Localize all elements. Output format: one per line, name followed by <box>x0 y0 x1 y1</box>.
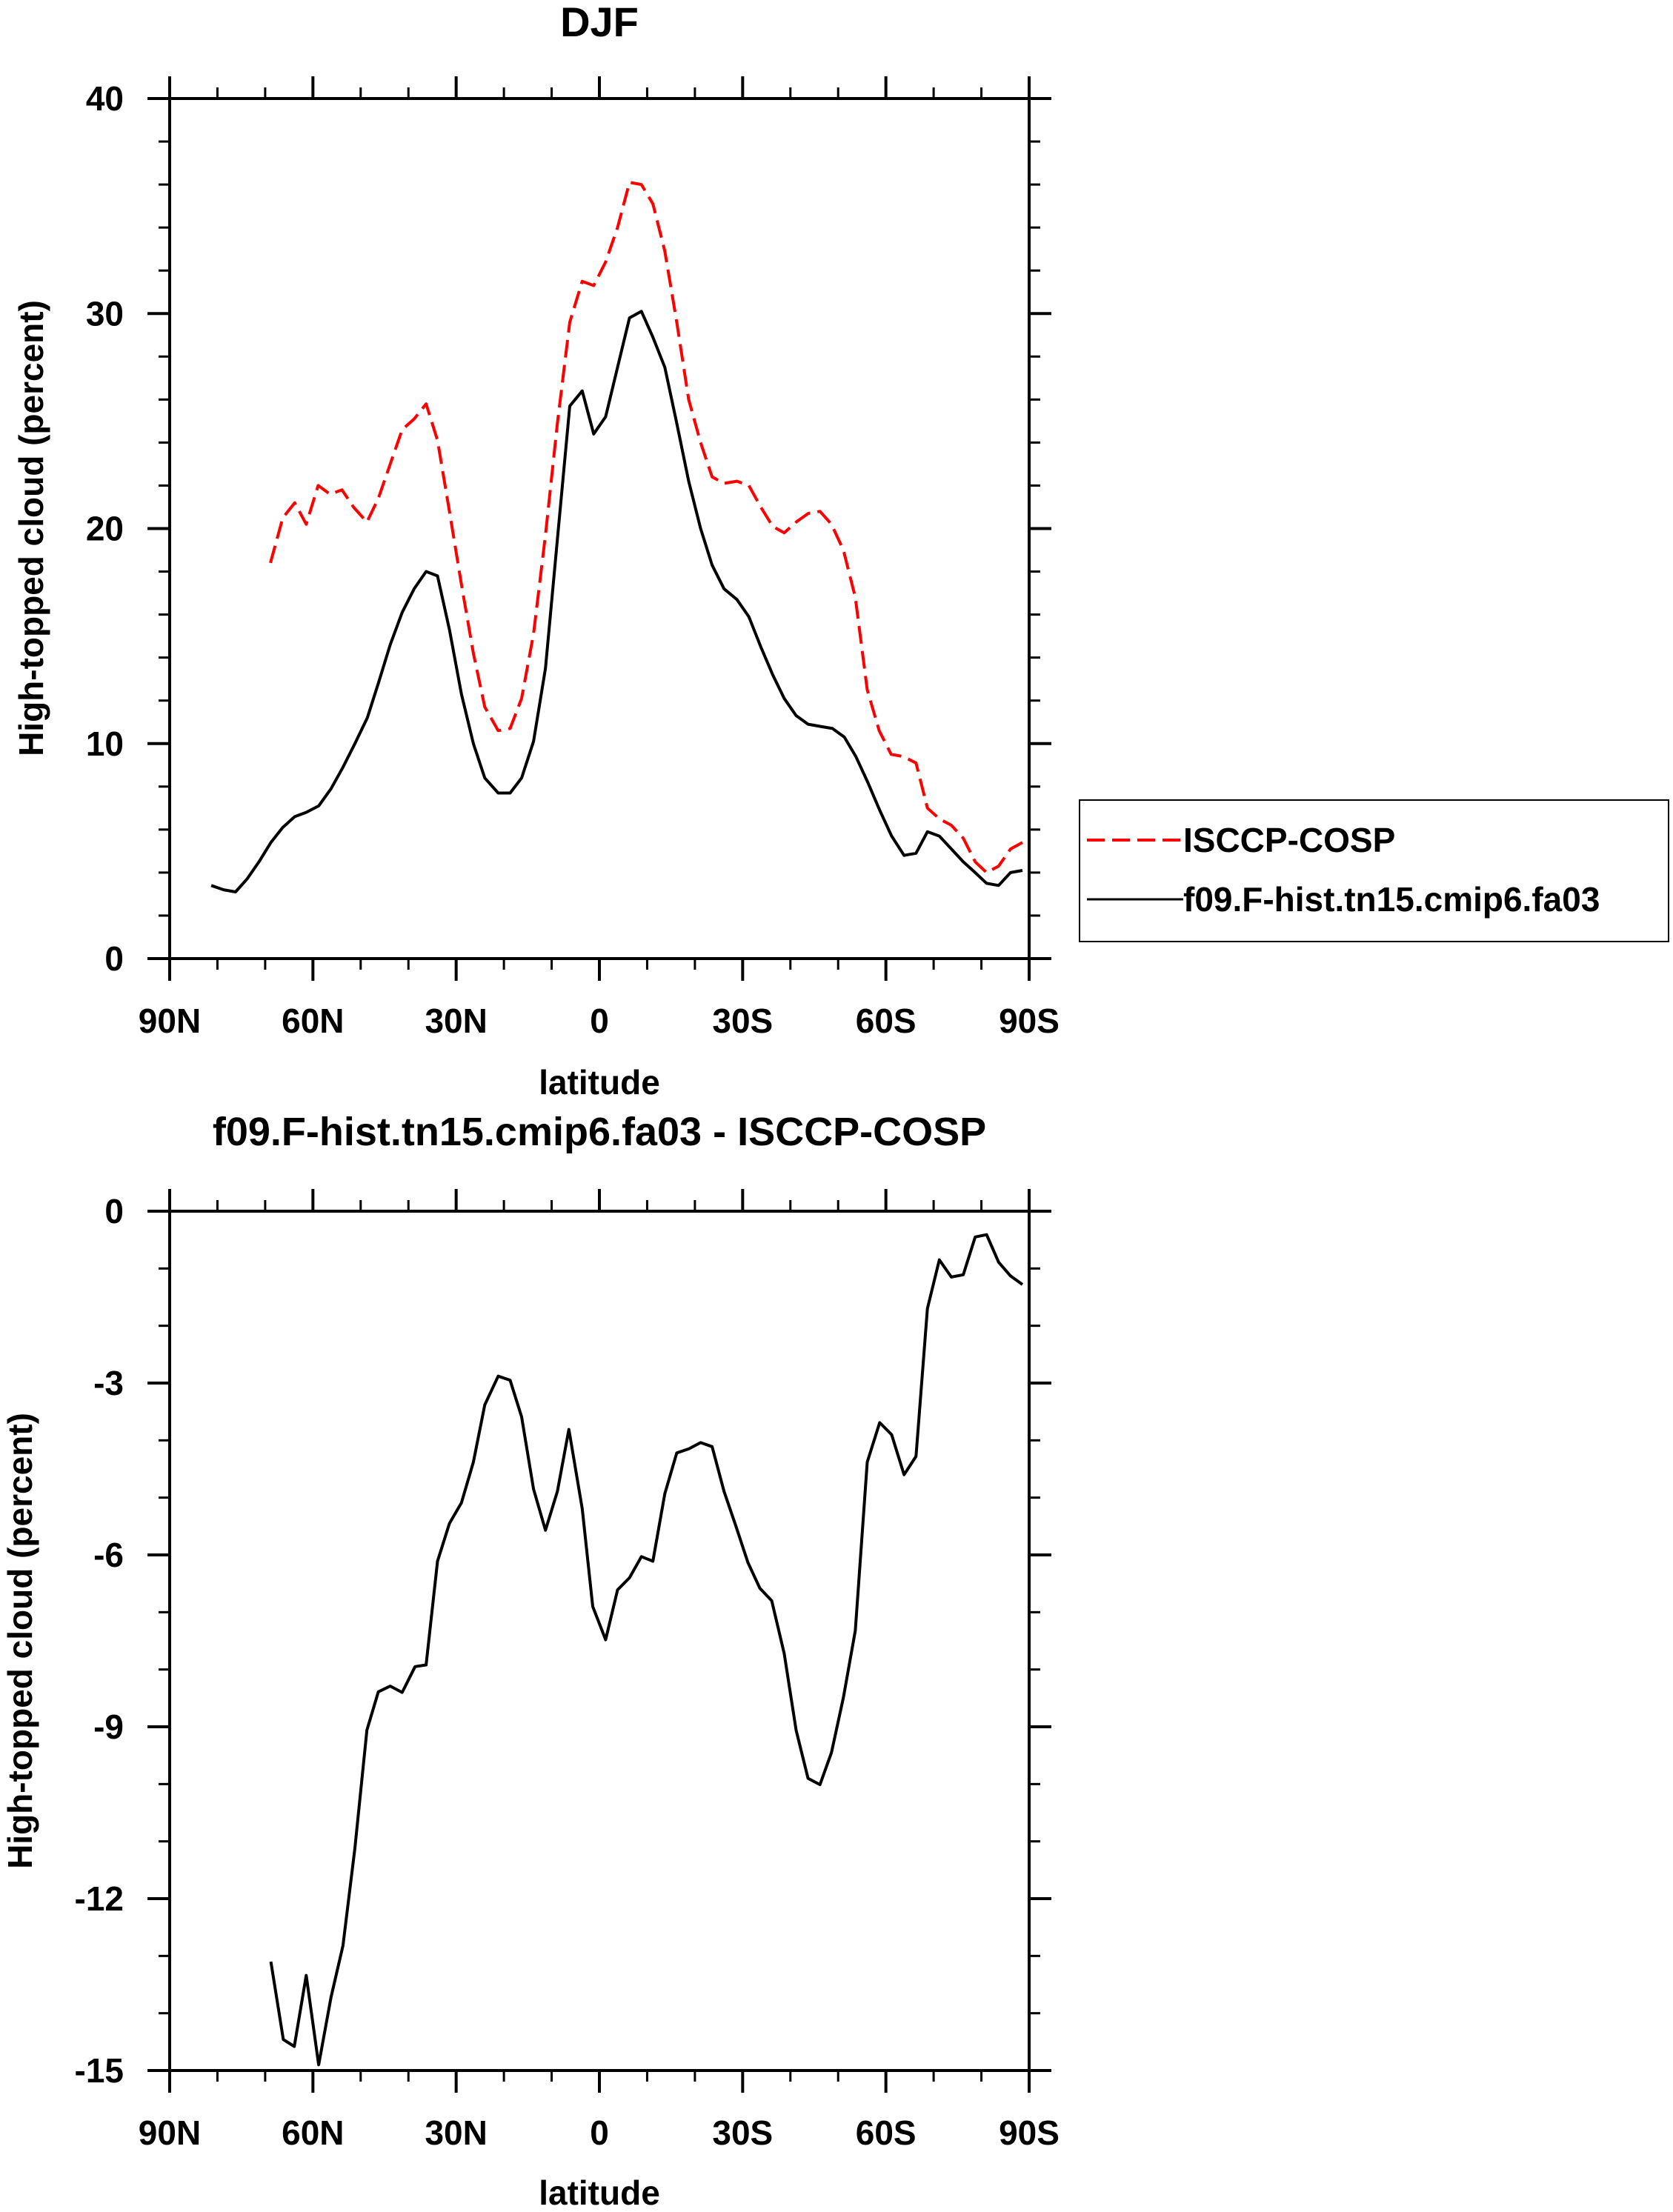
x-tick-label: 30S <box>712 1002 773 1040</box>
y-tick-label: 40 <box>86 79 124 118</box>
x-tick-label: 90N <box>139 2113 201 2152</box>
series-line-difference <box>269 1233 1024 2067</box>
y-tick-label: 10 <box>86 724 124 763</box>
y-tick-label: -15 <box>75 2051 124 2090</box>
y-tick-label: -9 <box>93 1708 124 1746</box>
y-tick-label: 20 <box>86 510 124 548</box>
x-tick-label: 90S <box>999 2113 1060 2152</box>
legend-label-isccp: ISCCP-COSP <box>1183 821 1395 859</box>
y-tick-label: -6 <box>93 1536 124 1574</box>
chart-title: f09.F-hist.tn15.cmip6.fa03 - ISCCP-COSP <box>213 1110 986 1154</box>
y-tick-label: -3 <box>93 1364 124 1402</box>
y-axis-label: High-topped cloud (percent) <box>1 1413 39 1869</box>
x-tick-label: 60S <box>856 1002 917 1040</box>
x-tick-label: 90N <box>139 1002 201 1040</box>
plot-frame <box>168 1210 1031 2072</box>
bottom-plot-difference: f09.F-hist.tn15.cmip6.fa03 - ISCCP-COSP 9… <box>1 1110 1060 2212</box>
x-tick-label: 60N <box>282 2113 344 2152</box>
y-tick-label: 0 <box>104 1192 124 1230</box>
series-line-f09-f-hist-tn15-cmip6-fa03 <box>210 310 1023 893</box>
x-axis-label: latitude <box>539 1063 660 1102</box>
x-tick-label: 90S <box>999 1002 1060 1040</box>
top-plot-djf: DJF 90N 60N 30N 0 30S 60S 90S 0 10 20 30 40 latitude H… <box>12 0 1060 1102</box>
chart-title: DJF <box>560 0 639 45</box>
x-tick-label: 0 <box>590 2113 609 2152</box>
x-axis-label: latitude <box>539 2173 660 2212</box>
x-tick-label: 30N <box>425 1002 487 1040</box>
x-tick-label: 30S <box>712 2113 773 2152</box>
plot-frame <box>168 97 1031 960</box>
x-tick-label: 60N <box>282 1002 344 1040</box>
y-tick-label: 0 <box>104 939 124 978</box>
series-line-isccp-cosp <box>269 181 1023 874</box>
legend-label-model: f09.F-hist.tn15.cmip6.fa03 <box>1183 880 1600 919</box>
y-tick-label: -12 <box>75 1879 124 1918</box>
x-tick-label: 30N <box>425 2113 487 2152</box>
x-tick-label: 60S <box>856 2113 917 2152</box>
legend: ISCCP-COSP f09.F-hist.tn15.cmip6.fa03 <box>1079 799 1669 942</box>
x-tick-label: 0 <box>590 1002 609 1040</box>
legend-box <box>1079 799 1669 942</box>
y-tick-label: 30 <box>86 294 124 333</box>
y-axis-label: High-topped cloud (percent) <box>12 300 50 756</box>
